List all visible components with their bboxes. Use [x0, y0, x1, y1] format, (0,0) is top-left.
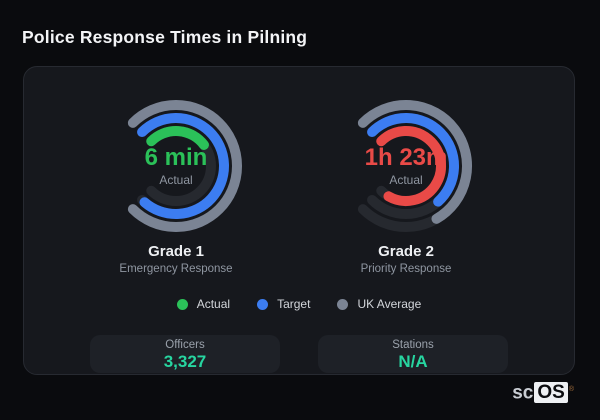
chart-legend: Actual Target UK Average: [24, 297, 574, 311]
page-title: Police Response Times in Pilning: [22, 27, 308, 47]
gauges-row: 6 min Actual Grade 1 Emergency Response …: [24, 67, 574, 277]
legend-label: Target: [277, 297, 311, 311]
gauge-grade-1: 6 min Actual Grade 1 Emergency Response: [61, 96, 291, 277]
radial-gauge-grade-2: 1h 23m Actual: [336, 96, 476, 236]
dashboard-card: 6 min Actual Grade 1 Emergency Response …: [23, 66, 575, 375]
legend-item-uk-average: UK Average: [337, 297, 421, 311]
registered-trademark-icon: ®: [568, 385, 574, 393]
legend-item-target: Target: [257, 297, 310, 311]
gauge-grade-2: 1h 23m Actual Grade 2 Priority Response: [291, 96, 521, 277]
gauge-center: 6 min Actual: [106, 96, 246, 236]
gauge-center: 1h 23m Actual: [336, 96, 476, 236]
gauge-value: 1h 23m: [364, 144, 448, 171]
radial-gauge-grade-1: 6 min Actual: [106, 96, 246, 236]
stat-officers: Officers 3,327: [90, 335, 280, 373]
stat-value: N/A: [398, 351, 428, 371]
legend-dot-target-icon: [257, 298, 269, 310]
logo-suffix: OS: [534, 382, 568, 403]
legend-item-actual: Actual: [176, 297, 231, 311]
stat-label: Stations: [392, 338, 434, 351]
gauge-title: Grade 1: [148, 243, 204, 260]
gauge-title: Grade 2: [378, 243, 434, 260]
scos-logo: sc OS ®: [512, 379, 574, 404]
gauge-sublabel: Actual: [159, 173, 193, 187]
gauge-sublabel: Actual: [389, 173, 423, 187]
stat-stations: Stations N/A: [318, 335, 508, 373]
stat-label: Officers: [165, 338, 205, 351]
legend-label: UK Average: [357, 297, 422, 311]
stat-value: 3,327: [163, 351, 207, 371]
legend-dot-uk-average-icon: [337, 298, 349, 310]
gauge-value: 6 min: [144, 144, 208, 171]
gauge-subtitle: Emergency Response: [119, 263, 233, 275]
legend-label: Actual: [196, 297, 231, 311]
gauge-subtitle: Priority Response: [360, 263, 452, 275]
logo-prefix: sc: [512, 382, 534, 403]
legend-dot-actual-icon: [176, 298, 188, 310]
stats-row: Officers 3,327 Stations N/A: [24, 335, 574, 373]
